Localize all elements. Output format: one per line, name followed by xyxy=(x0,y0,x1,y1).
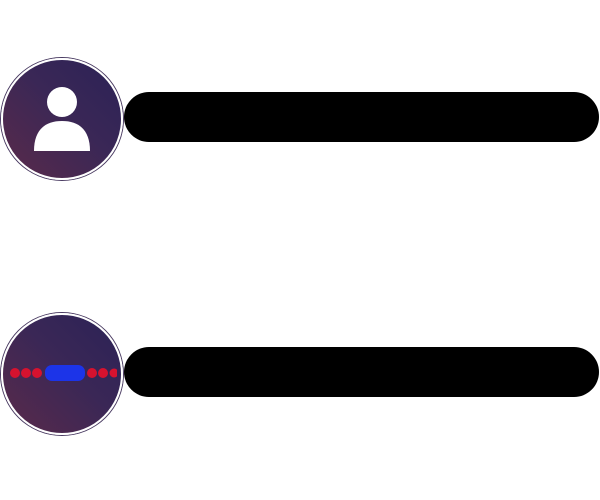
password-dots-icon xyxy=(10,365,117,381)
user-icon xyxy=(34,87,90,151)
password-row xyxy=(0,313,600,437)
username-row xyxy=(0,58,600,182)
password-icon-badge xyxy=(1,313,123,435)
password-input[interactable] xyxy=(124,347,599,397)
username-input[interactable] xyxy=(124,92,599,142)
user-icon-badge xyxy=(1,58,123,180)
